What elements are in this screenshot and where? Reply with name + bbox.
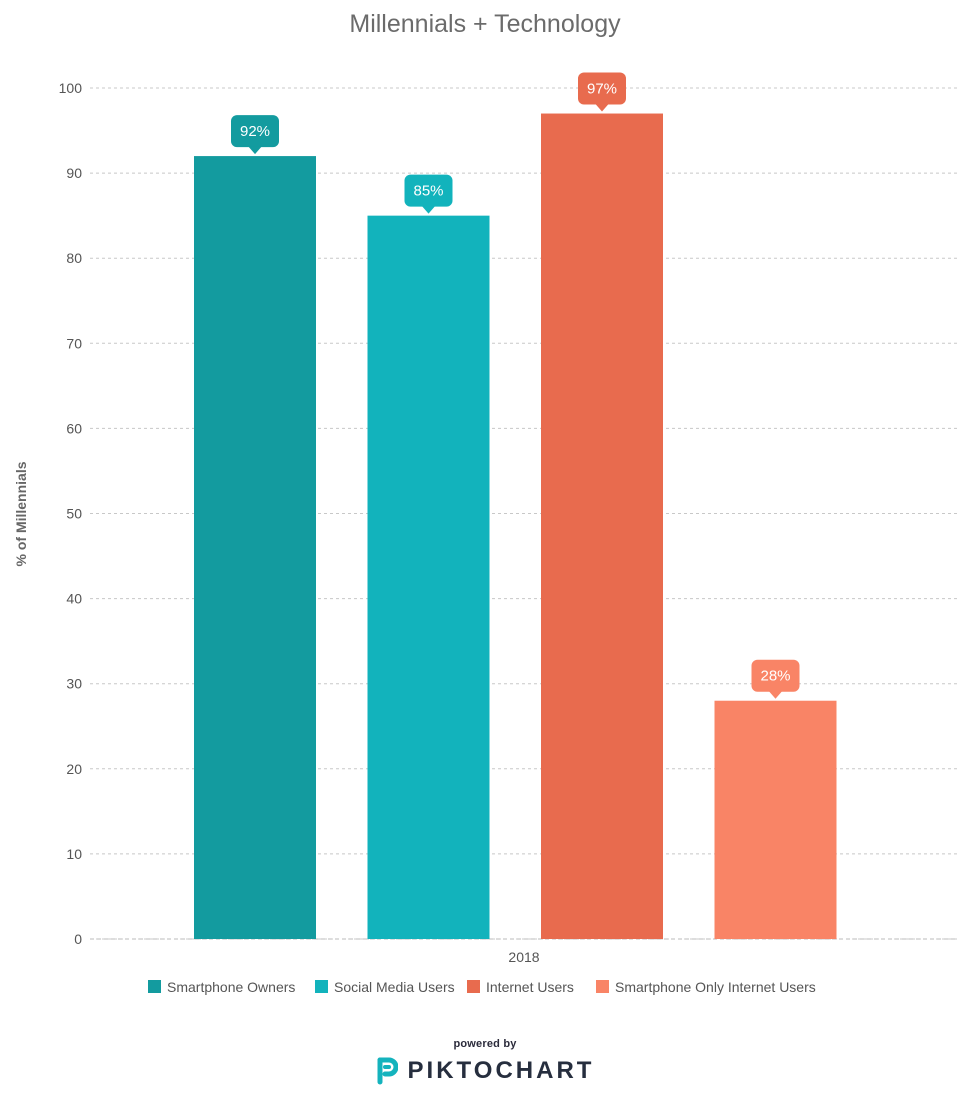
data-label-pointer [595,103,609,112]
bar [541,113,663,939]
legend-item[interactable]: Social Media Users [315,979,455,995]
data-label-bubble: 85% [404,174,453,214]
legend-item[interactable]: Internet Users [467,979,574,995]
piktochart-logo-icon [377,1057,398,1085]
y-tick-label: 40 [66,591,82,607]
data-label-bg [404,174,453,207]
powered-by-text: powered by [453,1038,517,1050]
data-label-bubble: 92% [231,115,279,155]
legend-item[interactable]: Smartphone Only Internet Users [596,979,816,995]
y-tick-label: 90 [66,165,82,181]
y-axis-ticks: 0 10 20 30 40 50 60 70 80 90 100 [59,80,83,947]
data-label-pointer [248,146,262,155]
legend-swatch [315,980,328,993]
y-tick-label: 60 [66,420,82,436]
data-label: 28% [760,668,790,685]
bars [194,113,837,939]
chart: Millennials + Technology 0 10 20 30 40 50 60 70… [13,10,958,995]
data-label-bubble: 28% [751,659,800,699]
data-label-pointer [421,205,436,214]
y-tick-label: 30 [66,676,82,692]
y-tick-label: 20 [66,761,82,777]
chart-title: Millennials + Technology [349,10,621,38]
legend-item[interactable]: Smartphone Owners [148,979,295,995]
data-label-bg [231,115,279,148]
bar [367,215,490,939]
legend: Smartphone Owners Social Media Users Inter… [148,979,816,995]
y-tick-label: 80 [66,250,82,266]
legend-label: Smartphone Only Internet Users [615,979,816,995]
data-label-bubble: 97% [578,72,626,112]
y-tick-label: 50 [66,506,82,522]
data-labels: 92% 85% 97% 28% [231,72,800,699]
y-tick-label: 10 [66,846,82,862]
piktochart-brand-name: PIKTOCHART [407,1057,595,1084]
y-axis-label: % of Millennials [13,461,29,566]
y-tick-label: 0 [74,931,82,947]
y-tick-label: 100 [59,80,83,96]
data-label: 97% [587,81,617,98]
piktochart-logo: PIKTOCHART [376,1056,595,1086]
bar [714,700,837,939]
y-tick-label: 70 [66,335,82,351]
bar [194,156,316,939]
data-label-bg [578,72,626,105]
legend-label: Smartphone Owners [167,979,295,995]
legend-label: Social Media Users [334,979,455,995]
legend-swatch [148,980,161,993]
data-label-pointer [768,690,783,699]
footer: powered by PIKTOCHART [0,1038,970,1091]
data-label-bg [751,659,800,692]
legend-label: Internet Users [486,979,574,995]
legend-swatch [467,980,480,993]
legend-swatch [596,980,609,993]
data-label: 85% [413,183,443,200]
data-label: 92% [240,123,270,140]
x-tick-label: 2018 [508,949,539,965]
